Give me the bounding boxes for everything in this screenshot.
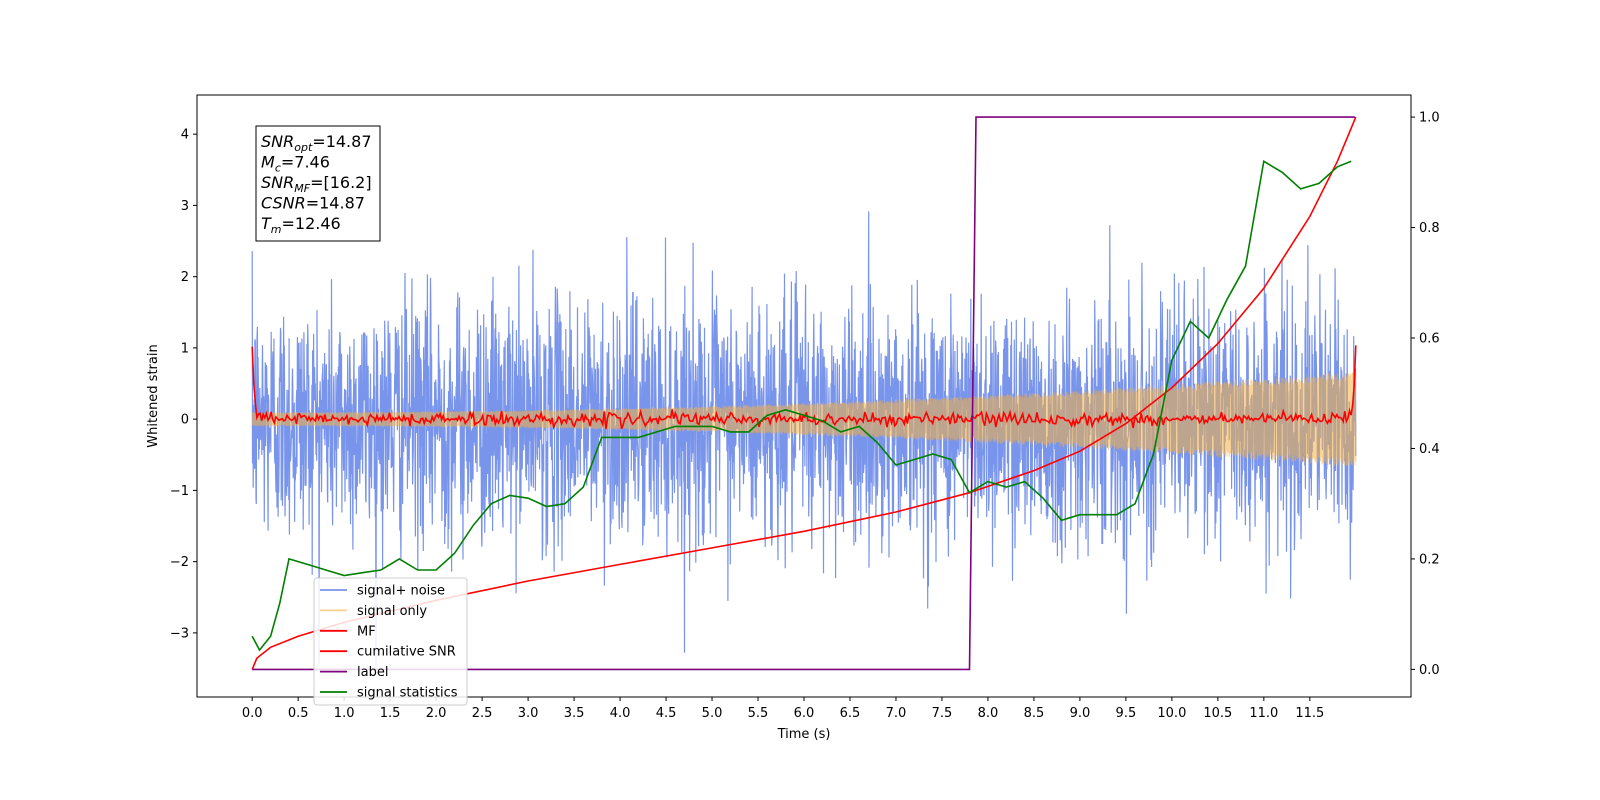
x-tick-label: 0.5 (288, 706, 309, 721)
legend-label: label (357, 665, 388, 680)
annotation-subscript: m (271, 223, 282, 236)
annotation-variable: CSNR (261, 194, 306, 213)
legend-box (313, 577, 468, 706)
series-mf (251, 345, 1357, 431)
x-tick-label: 8.5 (1024, 706, 1045, 721)
annotation-subscript: c (275, 162, 281, 175)
annotation-variable: SNR (261, 173, 294, 192)
x-tick-label: 3.0 (518, 706, 539, 721)
x-tick-label: 9.0 (1070, 706, 1091, 721)
x-tick-label: 7.0 (886, 706, 907, 721)
legend-label: MF (357, 624, 376, 639)
y-tick-label-left: 0 (181, 413, 189, 428)
x-tick-label: 5.5 (748, 706, 769, 721)
y-tick-label-left: −1 (170, 484, 189, 499)
annotation-variable: M (261, 153, 275, 172)
x-tick-label: 11.0 (1249, 706, 1278, 721)
x-tick-label: 9.5 (1116, 706, 1137, 721)
legend-label: cumilative SNR (357, 645, 456, 660)
x-tick-label: 2.5 (472, 706, 493, 721)
x-axis-label: Time (s) (777, 727, 831, 742)
annotation-line: SNRMF=[16.2] (261, 173, 372, 195)
y-tick-label-left: −2 (170, 555, 189, 570)
annotation-variable: T (261, 214, 272, 233)
annotation-value: =14.87 (306, 194, 365, 213)
x-tick-label: 1.5 (380, 706, 401, 721)
x-tick-label: 8.0 (978, 706, 999, 721)
x-tick-label: 0.0 (242, 706, 263, 721)
x-tick-label: 2.0 (426, 706, 447, 721)
annotation-value: =12.46 (282, 214, 341, 233)
x-tick-label: 10.5 (1203, 706, 1232, 721)
legend-label: signal only (357, 604, 427, 619)
annotation-value: =7.46 (281, 153, 330, 172)
y-tick-label-right: 0.4 (1419, 442, 1440, 457)
x-axis: 0.0 0.5 1.0 1.5 2.0 2.5 3.0 3.5 4.0 4.5 5.0 5.5 6.0 6… (242, 697, 1324, 721)
y-tick-label-right: 0.8 (1419, 221, 1440, 236)
x-tick-label: 6.5 (840, 706, 861, 721)
x-tick-label: 5.0 (702, 706, 723, 721)
y-tick-label-left: −3 (170, 626, 189, 641)
x-tick-label: 7.5 (932, 706, 953, 721)
annotation-subscript: opt (294, 141, 313, 154)
x-tick-label: 1.0 (334, 706, 355, 721)
y-tick-label-right: 0.2 (1419, 552, 1440, 567)
annotation-subscript: MF (294, 182, 310, 195)
annotation-line: Tm=12.46 (261, 214, 341, 236)
y-tick-label-left: 4 (181, 128, 189, 143)
annotation-variable: SNR (261, 132, 294, 151)
annotation-line: CSNR=14.87 (261, 194, 365, 213)
series-signal-noise (251, 211, 1357, 669)
x-tick-label: 4.0 (610, 706, 631, 721)
annotation-value: =[16.2] (310, 173, 372, 192)
series-signal-statistics (251, 160, 1352, 652)
y-tick-label-left: 2 (181, 270, 189, 285)
y-tick-label-left: 3 (181, 199, 189, 214)
annotation-line: SNRopt=14.87 (261, 132, 372, 154)
legend: signal+ noise signal only MF cumilative SNR… (313, 577, 468, 706)
x-tick-label: 6.0 (794, 706, 815, 721)
annotation-line: Mc=7.46 (261, 153, 330, 175)
x-tick-label: 10.0 (1157, 706, 1186, 721)
series-label (252, 116, 1355, 671)
y-axis-label: Whitened strain (146, 344, 161, 447)
annotation-box: SNRopt=14.87Mc=7.46SNRMF=[16.2]CSNR=14.8… (255, 125, 381, 242)
annotation-box-border (255, 125, 381, 242)
x-tick-label: 3.5 (564, 706, 585, 721)
x-tick-label: 11.5 (1295, 706, 1324, 721)
legend-label: signal+ noise (357, 584, 445, 599)
y-tick-label-right: 0.6 (1419, 332, 1440, 347)
y-tick-label-right: 0.0 (1419, 663, 1440, 678)
y-tick-label-left: 1 (181, 341, 189, 356)
y-tick-label-right: 1.0 (1419, 111, 1440, 126)
legend-label: signal statistics (357, 686, 458, 701)
annotation-value: =14.87 (312, 132, 371, 151)
y-axis-left: −3 −2 −1 0 1 2 3 4 (170, 128, 197, 641)
y-axis-right: 0.0 0.2 0.4 0.6 0.8 1.0 (1411, 111, 1440, 678)
x-tick-label: 4.5 (656, 706, 677, 721)
